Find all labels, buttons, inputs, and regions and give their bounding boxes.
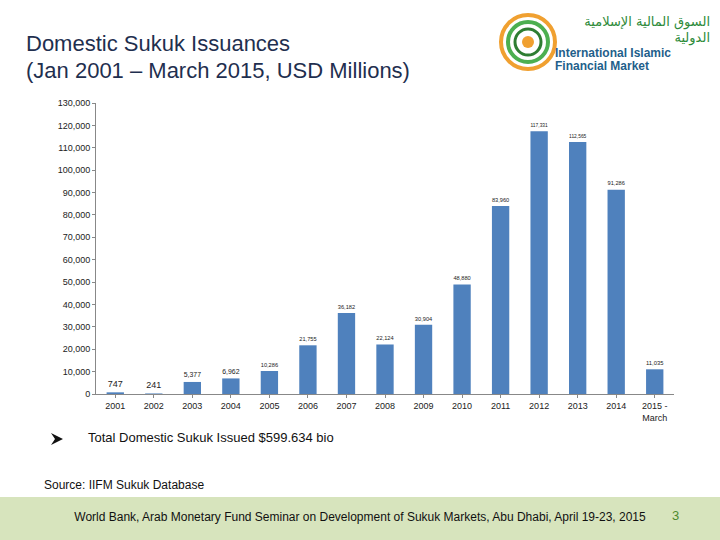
svg-text:2001: 2001 bbox=[105, 401, 125, 411]
svg-text:2006: 2006 bbox=[298, 401, 318, 411]
svg-text:10,000: 10,000 bbox=[63, 367, 91, 377]
svg-text:120,000: 120,000 bbox=[58, 121, 91, 131]
html-text:World Bank, Arab Monetary Fund: World Bank, Arab Monetary Fund Seminar o… bbox=[74, 510, 646, 524]
svg-text:2015 -March: 2015 -March bbox=[642, 401, 668, 423]
html-text:السوق المالية الإسلامية الدولي: السوق المالية الإسلامية الدولية bbox=[584, 14, 710, 45]
svg-text:2012: 2012 bbox=[529, 401, 549, 411]
svg-text:83,960: 83,960 bbox=[492, 197, 509, 203]
html-text:Total Domestic Sukuk Issued $5: Total Domestic Sukuk Issued $599.634 bio bbox=[88, 430, 334, 445]
svg-text:60,000: 60,000 bbox=[63, 255, 91, 265]
svg-text:70,000: 70,000 bbox=[63, 232, 91, 242]
svg-text:22,124: 22,124 bbox=[376, 335, 393, 341]
svg-text:130,000: 130,000 bbox=[58, 98, 91, 108]
svg-text:2005: 2005 bbox=[259, 401, 279, 411]
svg-text:91,286: 91,286 bbox=[608, 180, 625, 186]
svg-text:112,565: 112,565 bbox=[569, 134, 587, 139]
svg-text:30,904: 30,904 bbox=[415, 316, 432, 322]
html-text:3: 3 bbox=[672, 508, 680, 523]
svg-text:40,000: 40,000 bbox=[63, 300, 91, 310]
svg-text:2007: 2007 bbox=[336, 401, 356, 411]
svg-text:5,377: 5,377 bbox=[184, 371, 201, 378]
svg-text:20,000: 20,000 bbox=[63, 344, 91, 354]
svg-text:80,000: 80,000 bbox=[63, 210, 91, 220]
svg-text:48,880: 48,880 bbox=[453, 275, 470, 281]
svg-text:2010: 2010 bbox=[452, 401, 472, 411]
svg-text:6,962: 6,962 bbox=[222, 368, 239, 375]
svg-text:2014: 2014 bbox=[606, 401, 626, 411]
svg-text:90,000: 90,000 bbox=[63, 188, 91, 198]
svg-text:50,000: 50,000 bbox=[63, 277, 91, 287]
html-text:Source: IIFM Sukuk Database: Source: IIFM Sukuk Database bbox=[44, 478, 205, 492]
svg-text:747: 747 bbox=[108, 379, 123, 389]
html-text:Domestic Sukuk Issuances: Domestic Sukuk Issuances bbox=[26, 31, 291, 56]
svg-text:2011: 2011 bbox=[491, 401, 510, 411]
svg-text:2013: 2013 bbox=[568, 401, 588, 411]
svg-text:2002: 2002 bbox=[144, 401, 164, 411]
svg-text:36,182: 36,182 bbox=[338, 304, 355, 310]
html-text:(Jan 2001 – March 2015, USD Mi: (Jan 2001 – March 2015, USD Millions) bbox=[26, 58, 410, 83]
svg-text:110,000: 110,000 bbox=[58, 143, 90, 153]
svg-text:2003: 2003 bbox=[182, 401, 202, 411]
svg-text:2009: 2009 bbox=[414, 401, 434, 411]
svg-text:30,000: 30,000 bbox=[63, 322, 91, 332]
html-text:International Islamic Financia: International Islamic Financial Market bbox=[555, 46, 671, 73]
svg-text:0: 0 bbox=[85, 389, 90, 399]
svg-text:10,286: 10,286 bbox=[261, 362, 278, 368]
svg-text:100,000: 100,000 bbox=[58, 165, 91, 175]
svg-text:2004: 2004 bbox=[221, 401, 241, 411]
svg-text:241: 241 bbox=[146, 380, 161, 390]
svg-text:2008: 2008 bbox=[375, 401, 395, 411]
svg-text:21,755: 21,755 bbox=[299, 336, 316, 342]
svg-text:117,331: 117,331 bbox=[530, 123, 548, 128]
svg-text:11,035: 11,035 bbox=[646, 360, 663, 366]
